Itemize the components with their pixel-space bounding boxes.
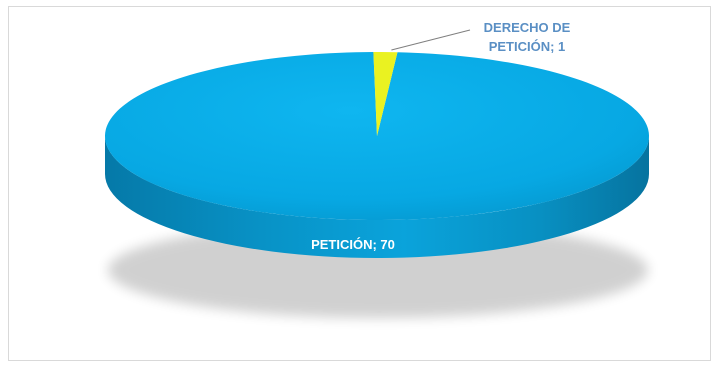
data-label-derecho-line2: PETICIÓN; 1 — [489, 39, 566, 54]
pie-slice-peticion — [105, 52, 650, 220]
pie-slice-derecho-de-peticion — [373, 52, 398, 137]
pie-side-wall — [105, 136, 649, 258]
data-label-derecho-line1: DERECHO DE — [484, 20, 571, 35]
data-label-peticion: PETICIÓN; 70 — [311, 237, 395, 252]
leader-line — [391, 29, 471, 51]
